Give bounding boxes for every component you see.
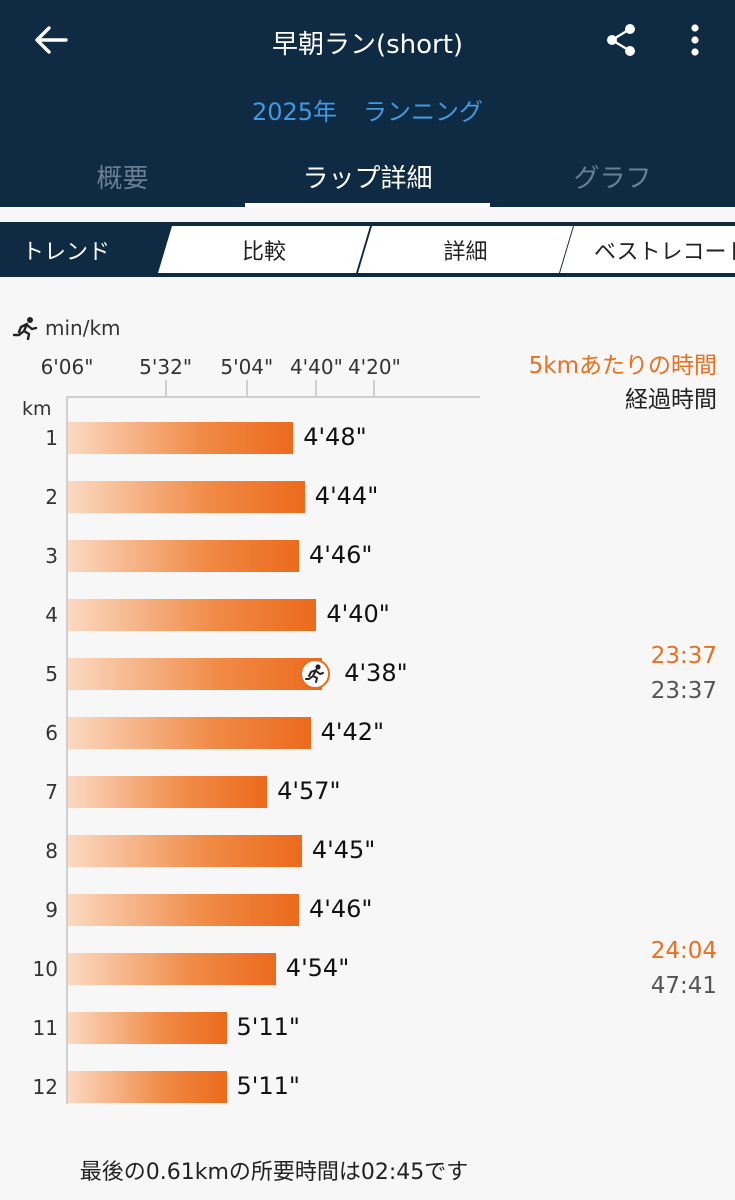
lap-bar[interactable] bbox=[68, 953, 276, 985]
page-title: 早朝ラン(short) bbox=[271, 30, 464, 60]
lap-pace-label: 4'46" bbox=[309, 895, 373, 923]
pace-unit-label: min/km bbox=[45, 316, 121, 340]
legend-split-time: 5kmあたりの時間 bbox=[528, 353, 717, 379]
subtitle-year: 2025年 bbox=[251, 98, 338, 126]
lap-bar[interactable] bbox=[68, 835, 302, 867]
lap-bar[interactable] bbox=[68, 599, 317, 631]
arrow-left-icon[interactable] bbox=[30, 22, 70, 58]
lap-km-label: 8 bbox=[45, 839, 58, 863]
x-gridline bbox=[315, 380, 318, 396]
lap-km-label: 3 bbox=[45, 544, 58, 568]
lap-bar[interactable] bbox=[68, 481, 305, 513]
tab-graph[interactable]: グラフ bbox=[573, 164, 652, 194]
elapsed-time-value: 23:37 bbox=[650, 678, 717, 704]
lap-km-label: 4 bbox=[45, 603, 58, 627]
x-tick-label: 4'40" bbox=[289, 355, 343, 379]
lap-pace-label: 4'44" bbox=[314, 482, 379, 510]
activity-subtitle: 2025年 ランニング bbox=[0, 92, 735, 127]
last-segment-note: 最後の0.61kmの所要時間は02:45です bbox=[79, 1160, 469, 1185]
lap-pace-label: 4'57" bbox=[277, 777, 341, 805]
lap-pace-label: 5'11" bbox=[236, 1072, 300, 1100]
lap-bar[interactable] bbox=[68, 776, 268, 808]
x-tick-label: 6'06" bbox=[40, 355, 94, 379]
x-tick-label: 5'32" bbox=[139, 355, 193, 379]
lap-pace-label: 4'48" bbox=[303, 423, 367, 451]
elapsed-time-value: 47:41 bbox=[650, 973, 717, 999]
share-icon[interactable] bbox=[604, 22, 638, 58]
lap-pace-label: 5'11" bbox=[236, 1013, 300, 1041]
subtitle-activity: ランニング bbox=[363, 98, 484, 126]
x-tick-label: 4'20" bbox=[347, 355, 401, 379]
split-time-value: 24:04 bbox=[650, 938, 717, 964]
segment-compare[interactable]: 比較 bbox=[158, 226, 370, 273]
lap-km-label: 1 bbox=[45, 426, 58, 450]
distance-unit-label: km bbox=[22, 398, 52, 420]
lap-km-label: 6 bbox=[45, 721, 58, 745]
segment-trend[interactable]: トレンド bbox=[22, 239, 111, 265]
x-gridline bbox=[245, 380, 248, 396]
x-axis-line bbox=[67, 396, 480, 398]
running-person-icon bbox=[12, 317, 38, 340]
lap-pace-label: 4'45" bbox=[311, 836, 376, 864]
lap-bar[interactable] bbox=[68, 658, 323, 690]
lap-pace-label: 4'54" bbox=[285, 954, 350, 982]
lap-bar[interactable] bbox=[68, 1071, 227, 1103]
tab-bar: 概要 ラップ詳細 グラフ bbox=[0, 148, 735, 207]
lap-km-label: 7 bbox=[45, 780, 58, 804]
tab-lap-details[interactable]: ラップ詳細 bbox=[302, 164, 433, 194]
lap-pace-label: 4'40" bbox=[326, 600, 390, 628]
app-header: 早朝ラン(short) 2025年 ランニング 概要 ラップ詳細 グラフ bbox=[0, 0, 735, 207]
segment-best-record[interactable]: ベストレコード bbox=[560, 226, 735, 273]
lap-bar[interactable] bbox=[68, 540, 299, 572]
legend-elapsed-time: 経過時間 bbox=[625, 387, 717, 413]
active-tab-indicator bbox=[245, 203, 490, 207]
tab-overview[interactable]: 概要 bbox=[96, 164, 149, 194]
x-gridline bbox=[373, 380, 376, 396]
split-time-value: 23:37 bbox=[650, 643, 717, 669]
lap-km-label: 2 bbox=[45, 485, 58, 509]
lap-pace-label: 4'38" bbox=[344, 659, 408, 687]
fastest-lap-icon bbox=[300, 659, 331, 689]
x-gridline bbox=[164, 380, 167, 396]
lap-pace-label: 4'42" bbox=[320, 718, 385, 746]
lap-km-label: 11 bbox=[32, 1016, 58, 1040]
lap-pace-label: 4'46" bbox=[309, 541, 373, 569]
x-tick-label: 5'04" bbox=[220, 355, 274, 379]
lap-bar[interactable] bbox=[68, 1012, 227, 1044]
lap-bar[interactable] bbox=[68, 894, 299, 926]
lap-km-label: 10 bbox=[32, 957, 58, 981]
lap-km-label: 12 bbox=[32, 1075, 58, 1099]
lap-km-label: 5 bbox=[45, 662, 58, 686]
more-vertical-icon[interactable] bbox=[682, 22, 708, 58]
y-axis-line bbox=[66, 396, 68, 1104]
lap-bar[interactable] bbox=[68, 422, 294, 454]
segment-detail[interactable]: 詳細 bbox=[358, 226, 573, 273]
lap-km-label: 9 bbox=[45, 898, 58, 922]
lap-bar[interactable] bbox=[68, 717, 311, 749]
